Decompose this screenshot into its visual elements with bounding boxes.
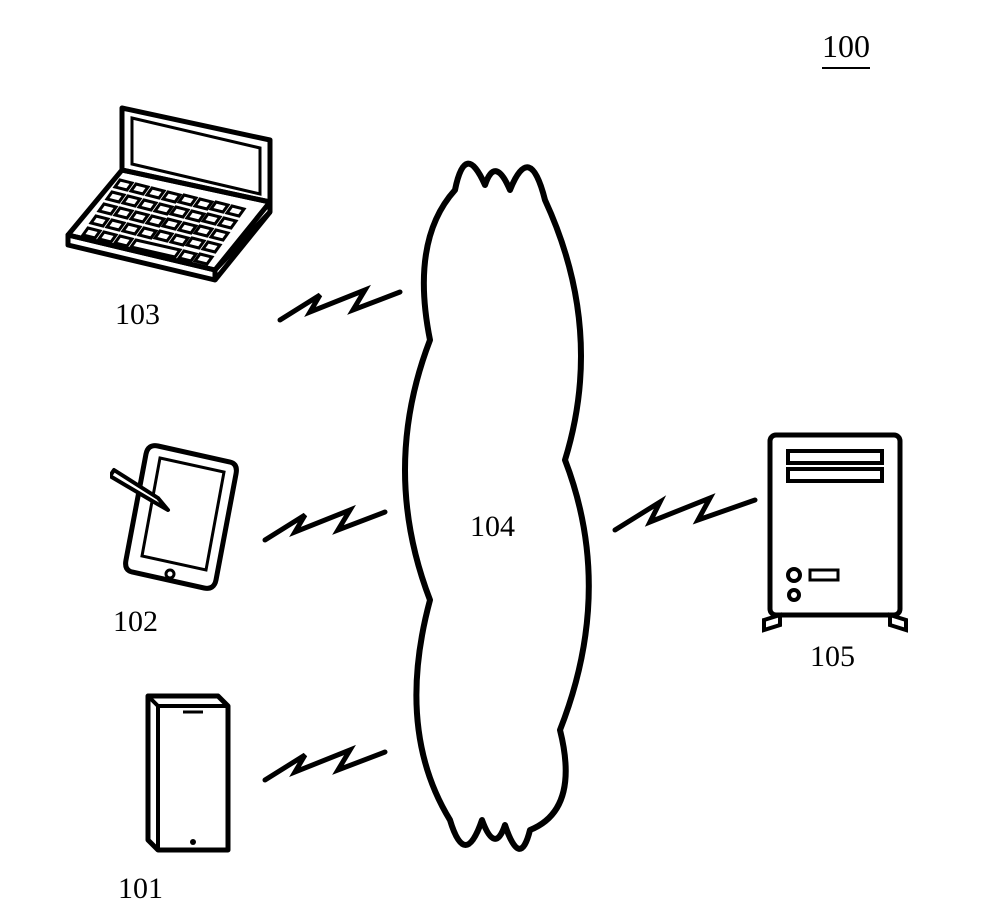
laptop-icon [60, 100, 285, 290]
label-cloud-text: 104 [470, 510, 515, 543]
link-cloud-server [610, 490, 760, 550]
label-phone-text: 101 [118, 872, 163, 905]
cloud-icon [370, 130, 620, 870]
link-laptop-cloud [275, 280, 405, 340]
link-phone-cloud [260, 740, 390, 800]
label-tablet: 102 [113, 605, 158, 639]
label-phone: 101 [118, 872, 163, 906]
label-server-text: 105 [810, 640, 855, 673]
label-cloud: 104 [470, 510, 515, 544]
link-tablet-cloud [260, 500, 390, 555]
figure-number-text: 100 [822, 28, 870, 64]
smartphone-icon [128, 690, 238, 865]
label-laptop-text: 103 [115, 298, 160, 331]
figure-number-label: 100 [822, 28, 870, 69]
label-tablet-text: 102 [113, 605, 158, 638]
server-icon [760, 425, 920, 635]
label-laptop: 103 [115, 298, 160, 332]
diagram-canvas: 100 [0, 0, 1000, 919]
tablet-icon [110, 440, 250, 600]
label-server: 105 [810, 640, 855, 674]
